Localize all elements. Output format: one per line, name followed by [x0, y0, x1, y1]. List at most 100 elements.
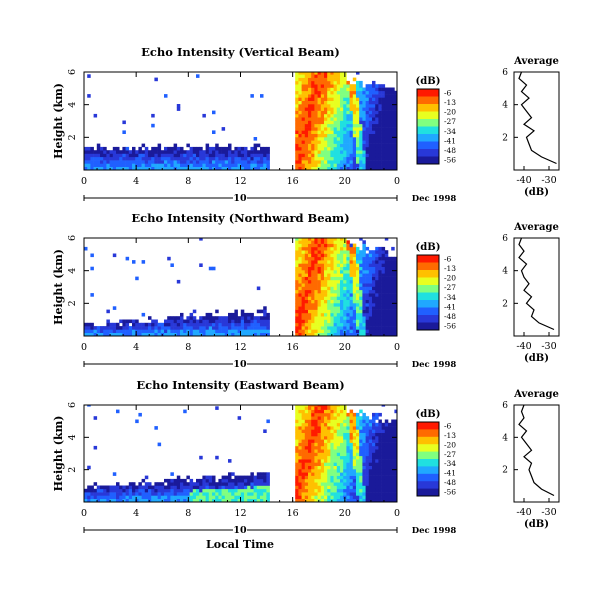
- colorbar-unit: (dB): [416, 409, 441, 420]
- colorbar-swatch: [417, 322, 439, 331]
- x-tick-label: 12: [234, 508, 246, 519]
- x-tick-label: 0: [81, 176, 87, 187]
- colorbar-swatch: [417, 255, 439, 263]
- profile-y-tick-label: 2: [502, 466, 508, 476]
- profile-x-label: (dB): [524, 187, 549, 198]
- colorbar-tick-label: -13: [444, 98, 456, 107]
- colorbar-unit: (dB): [416, 242, 441, 253]
- panel-title: Echo Intensity (Northward Beam): [131, 211, 349, 225]
- date-label: Dec 1998: [412, 526, 457, 536]
- colorbar-tick-label: -20: [444, 440, 456, 449]
- colorbar-swatch: [417, 292, 439, 301]
- profile-y-tick-label: 4: [502, 101, 508, 111]
- profile-y-tick-label: 6: [502, 68, 508, 78]
- day-marker-label: 10: [233, 525, 247, 536]
- x-tick-label: 12: [234, 176, 246, 187]
- colorbar-swatch: [417, 300, 439, 308]
- profile-x-tick-label: -30: [541, 507, 556, 518]
- colorbar-tick-label: -48: [444, 478, 456, 487]
- colorbar-swatch: [417, 481, 439, 489]
- colorbar-tick-label: -48: [444, 146, 456, 155]
- x-tick-label: 0: [394, 508, 400, 519]
- colorbar-swatch: [417, 429, 439, 438]
- colorbar-swatch: [417, 488, 439, 497]
- y-tick-label: 6: [67, 402, 78, 408]
- profile-frame: [513, 404, 560, 503]
- colorbar-swatch: [417, 126, 439, 135]
- colorbar-tick-label: -41: [444, 469, 456, 478]
- x-tick-label: 4: [133, 508, 139, 519]
- colorbar-swatch: [417, 134, 439, 142]
- y-tick-label: 4: [67, 102, 78, 108]
- x-tick-label: 20: [339, 176, 351, 187]
- profile-x-tick-label: -30: [541, 341, 556, 352]
- profile-frame: [513, 237, 560, 337]
- y-axis-label: Height (km): [52, 83, 65, 159]
- colorbar-swatch: [417, 285, 439, 293]
- panel-3: Echo Intensity (Eastward Beam) 0 4 8 12 16 20 0…: [52, 378, 560, 536]
- echo-intensity-field: [84, 238, 397, 336]
- colorbar-swatch: [417, 307, 439, 316]
- profile-x-label: (dB): [524, 519, 549, 530]
- profile-y-tick-label: 2: [502, 299, 508, 309]
- colorbar-swatch: [417, 422, 439, 430]
- colorbar-tick-label: -56: [444, 156, 456, 165]
- profile-line: [518, 71, 557, 165]
- colorbar-swatch: [417, 466, 439, 475]
- x-tick-label: 8: [185, 508, 191, 519]
- profile-frame: [513, 71, 560, 171]
- colorbar-swatch: [417, 149, 439, 157]
- colorbar-tick-label: -41: [444, 136, 456, 145]
- colorbar-swatch: [417, 96, 439, 105]
- y-tick-label: 4: [67, 434, 78, 440]
- echo-intensity-field: [84, 405, 397, 502]
- x-tick-label: 8: [185, 342, 191, 353]
- profile-x-tick-label: -40: [516, 175, 531, 186]
- colorbar-swatch: [417, 156, 439, 165]
- x-tick-label: 8: [185, 176, 191, 187]
- y-axis-label: Height (km): [52, 249, 65, 325]
- x-tick-label: 4: [133, 342, 139, 353]
- y-axis-label: Height (km): [52, 416, 65, 492]
- colorbar-unit: (dB): [416, 76, 441, 87]
- profile-y-tick-label: 4: [502, 433, 508, 443]
- colorbar-swatch: [417, 459, 439, 467]
- profile-x-label: (dB): [524, 353, 549, 364]
- x-tick-label: 16: [287, 342, 299, 353]
- colorbar-tick-label: -48: [444, 312, 456, 321]
- profile-y-tick-label: 6: [502, 234, 508, 244]
- x-tick-label: 0: [81, 508, 87, 519]
- panel-2: Echo Intensity (Northward Beam)0 4 8 12 16 20…: [52, 211, 560, 370]
- y-tick-label: 2: [67, 467, 78, 473]
- y-tick-label: 6: [67, 69, 78, 75]
- colorbar-tick-label: -27: [444, 450, 456, 459]
- y-tick-label: 2: [67, 300, 78, 306]
- colorbar-frame: [416, 254, 440, 331]
- colorbar-frame: [416, 88, 440, 165]
- echo-intensity-field: [84, 72, 397, 170]
- colorbar-tick-label: -20: [444, 108, 456, 117]
- x-tick-label: 12: [234, 342, 246, 353]
- colorbar-swatch: [417, 89, 439, 97]
- x-tick-label: 0: [394, 176, 400, 187]
- x-tick-label: 20: [339, 342, 351, 353]
- profile-x-tick-label: -40: [516, 507, 531, 518]
- colorbar-swatch: [417, 119, 439, 127]
- colorbar-tick-label: -34: [444, 293, 456, 302]
- colorbar-swatch: [417, 141, 439, 150]
- colorbar-tick-label: -13: [444, 431, 456, 440]
- colorbar-tick-label: -56: [444, 488, 456, 497]
- x-tick-label: 4: [133, 176, 139, 187]
- date-label: Dec 1998: [412, 194, 457, 204]
- colorbar-swatch: [417, 473, 439, 482]
- panel-title: Echo Intensity (Vertical Beam): [141, 45, 340, 59]
- panel-title: Echo Intensity (Eastward Beam): [136, 378, 344, 392]
- colorbar-swatch: [417, 270, 439, 278]
- profile-line: [518, 237, 555, 331]
- x-tick-label: 20: [339, 508, 351, 519]
- colorbar-tick-label: -34: [444, 459, 456, 468]
- x-tick-label: 16: [287, 508, 299, 519]
- profile-title: Average: [513, 56, 559, 67]
- colorbar-swatch: [417, 444, 439, 452]
